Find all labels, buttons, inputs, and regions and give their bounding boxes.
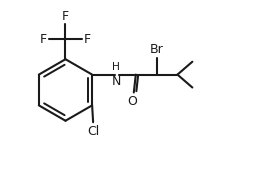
Text: H: H (112, 62, 120, 72)
Text: N: N (111, 75, 121, 88)
Text: O: O (127, 95, 137, 108)
Text: F: F (40, 33, 47, 46)
Text: Br: Br (150, 43, 164, 56)
Text: F: F (62, 10, 69, 23)
Text: F: F (84, 33, 91, 46)
Text: Cl: Cl (87, 125, 99, 138)
